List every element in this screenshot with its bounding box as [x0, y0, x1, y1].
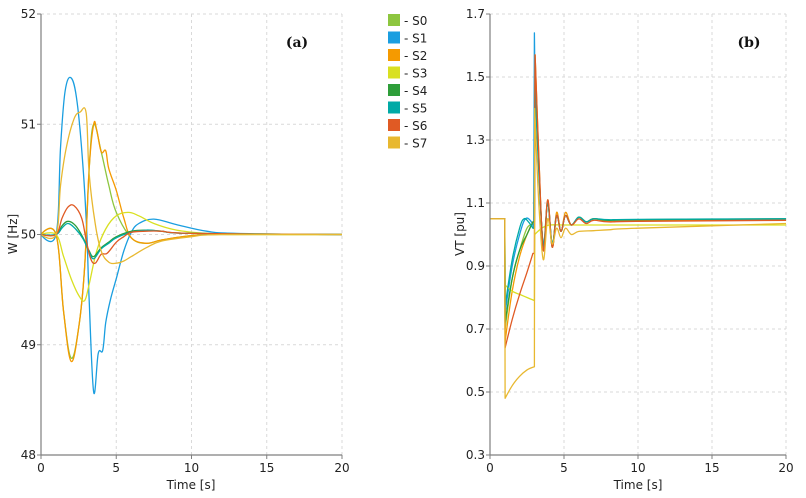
x-tick-label: 15	[259, 461, 274, 475]
legend-label: - S4	[404, 84, 427, 98]
panel-b-ylabel: VT [pu]	[453, 212, 467, 256]
legend-item[interactable]: - S5	[388, 101, 427, 116]
series-line-s6	[40, 204, 343, 265]
x-tick-label: 20	[334, 461, 349, 475]
x-tick-label: 5	[560, 461, 568, 475]
x-tick-label: 10	[630, 461, 645, 475]
legend-item[interactable]: - S1	[388, 31, 427, 46]
panel-a-xlabel: Time [s]	[166, 478, 216, 492]
y-tick-label: 1.5	[466, 70, 485, 84]
legend-label: - S3	[404, 67, 427, 81]
legend-swatch	[388, 66, 400, 79]
y-tick-label: 48	[21, 448, 36, 462]
y-tick-label: 1.3	[466, 133, 485, 147]
panel-b-xlabel: Time [s]	[613, 478, 663, 492]
legend-item[interactable]: - S6	[388, 119, 427, 133]
x-tick-label: 10	[184, 461, 199, 475]
x-tick-label: 5	[112, 461, 120, 475]
legend-item[interactable]: - S0	[388, 14, 427, 28]
y-tick-label: 0.7	[466, 322, 485, 336]
legend-label: - S5	[404, 102, 427, 116]
panel-a-ylabel: W [Hz]	[6, 214, 20, 254]
legend-item[interactable]: - S3	[388, 66, 427, 81]
legend-swatch	[388, 14, 400, 26]
y-tick-label: 0.3	[466, 448, 485, 462]
legend-swatch	[388, 136, 400, 149]
y-tick-label: 0.5	[466, 385, 485, 399]
y-tick-label: 1.7	[466, 7, 485, 21]
y-tick-label: 1.1	[466, 196, 485, 210]
legend-label: - S1	[404, 32, 427, 46]
x-tick-label: 0	[486, 461, 494, 475]
x-tick-label: 0	[37, 461, 45, 475]
x-tick-label: 15	[704, 461, 719, 475]
y-tick-label: 51	[21, 117, 36, 131]
legend-item[interactable]: - S4	[388, 84, 427, 98]
legend-label: - S2	[404, 49, 427, 63]
y-tick-label: 52	[21, 7, 36, 21]
y-tick-label: 50	[21, 228, 36, 242]
legend: - S0 - S1 - S2 - S3 - S4 - S5 - S6 - S7	[388, 14, 427, 151]
series-line-s7	[40, 107, 343, 265]
legend-swatch	[388, 84, 400, 96]
panel-b: 0 5 10 15 20 0.3 0.5 0.7 0.9 1.1 1.3 1.5 1.7 (b) Tim…	[453, 7, 794, 492]
legend-swatch	[388, 31, 400, 44]
legend-item[interactable]: - S2	[388, 49, 427, 63]
legend-swatch	[388, 101, 400, 114]
panel-a: 0 5 10 15 20 48 49 50 51 52 (a) Time [s] W [Hz]	[6, 7, 350, 492]
y-tick-label: 49	[21, 338, 36, 352]
x-tick-label: 20	[778, 461, 793, 475]
legend-label: - S7	[404, 137, 427, 151]
legend-swatch	[388, 119, 400, 131]
series-line-s2	[40, 120, 343, 363]
series-line-s1	[40, 76, 343, 395]
panel-b-label: (b)	[737, 35, 760, 51]
legend-label: - S0	[404, 14, 427, 28]
panel-a-label: (a)	[286, 35, 308, 51]
series-line-s3	[40, 211, 343, 302]
legend-label: - S6	[404, 119, 427, 133]
y-tick-label: 0.9	[466, 259, 485, 273]
series-line-s7	[490, 107, 787, 399]
legend-swatch	[388, 49, 400, 61]
legend-item[interactable]: - S7	[388, 136, 427, 151]
